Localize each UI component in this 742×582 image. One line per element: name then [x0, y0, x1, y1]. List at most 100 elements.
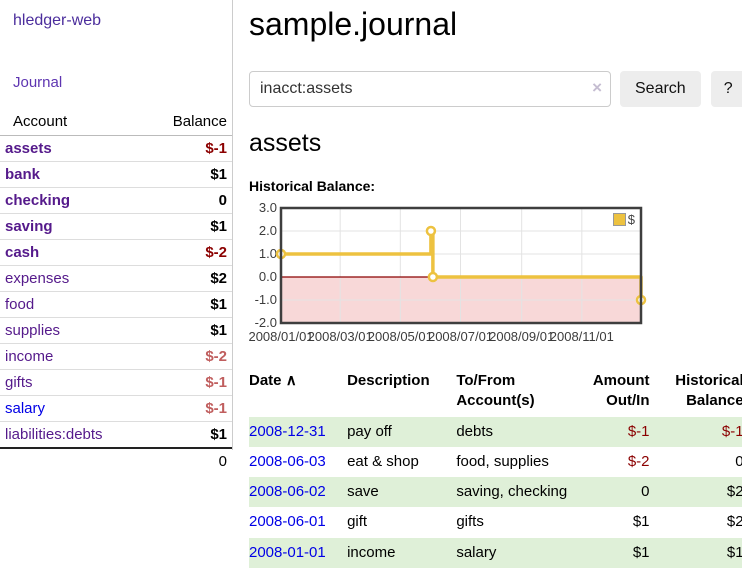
account-balance: $1	[138, 213, 232, 240]
account-row: income $-2	[0, 343, 232, 370]
account-link-saving[interactable]: saving	[5, 218, 53, 235]
account-link-assets[interactable]: assets	[5, 140, 52, 157]
transaction-amount: $-1	[627, 422, 650, 440]
accounts-table: Account Balance assets $-1 bank $1 check…	[0, 109, 232, 474]
transaction-accounts: salary	[456, 543, 497, 561]
x-axis-tick-label: 2008/03/01	[307, 329, 373, 344]
transaction-date-link[interactable]: 2008-06-03	[249, 452, 326, 470]
y-axis-tick-label: 2.0	[258, 223, 277, 238]
page-title: sample.journal	[249, 6, 458, 42]
account-row: assets $-1	[0, 135, 232, 162]
y-axis-tick-label: 3.0	[258, 200, 277, 215]
register-header-date[interactable]: Date ∧	[249, 372, 297, 389]
register-table: Date ∧ Description To/From Account(s) Am…	[249, 366, 742, 568]
account-balance: $1	[138, 317, 232, 344]
sort-ascending-icon: ∧	[285, 372, 297, 389]
register-header-balance: Historical Balance	[675, 372, 742, 410]
register-header-accounts: To/From Account(s)	[456, 372, 535, 410]
x-axis-tick-label: 2008/09/01	[489, 329, 555, 344]
account-row: cash $-2	[0, 239, 232, 266]
register-header-description: Description	[347, 372, 430, 389]
account-link-bank[interactable]: bank	[5, 166, 41, 183]
account-balance: $2	[138, 265, 232, 292]
transaction-balance: $-1	[721, 422, 742, 440]
accounts-header-account: Account	[0, 109, 139, 136]
app-brand-link[interactable]: hledger-web	[13, 12, 102, 29]
transaction-description: gift	[347, 513, 368, 531]
chart-legend: $	[610, 211, 637, 228]
accounts-header-balance: Balance	[138, 109, 232, 136]
account-link-cash[interactable]: cash	[5, 244, 40, 261]
transaction-accounts: saving, checking	[456, 483, 568, 500]
transaction-date-link[interactable]: 2008-06-02	[249, 483, 326, 500]
y-axis-tick-label: 0.0	[258, 269, 277, 284]
account-link-salary[interactable]: salary	[5, 400, 46, 417]
transaction-description: income	[347, 543, 396, 561]
account-balance: $1	[138, 421, 232, 448]
transaction-description: pay off	[347, 422, 392, 440]
transaction-amount: $-2	[627, 452, 650, 470]
search-bar: × Search ?	[249, 71, 742, 107]
account-row: liabilities:debts $1	[0, 421, 232, 448]
account-link-income[interactable]: income	[5, 348, 54, 365]
x-axis-tick-label: 2008/01/01	[248, 329, 314, 344]
account-balance: $-1	[138, 395, 232, 422]
account-link-liabilities-debts[interactable]: liabilities:debts	[5, 426, 103, 443]
help-button[interactable]: ?	[710, 71, 742, 107]
account-row: expenses $2	[0, 265, 232, 292]
transaction-date-link[interactable]: 2008-01-01	[249, 543, 326, 561]
chart-canvas	[275, 206, 647, 325]
account-row: gifts $-1	[0, 369, 232, 396]
account-balance: $1	[138, 161, 232, 188]
account-balance: $-2	[138, 239, 232, 266]
account-link-checking[interactable]: checking	[5, 192, 71, 209]
y-axis-tick-label: -2.0	[254, 315, 277, 330]
transaction-amount: $1	[632, 513, 650, 531]
register-row: 2008-12-31 pay off debts $-1 $-1	[249, 416, 742, 447]
accounts-total-row: 0	[0, 447, 232, 474]
account-row: food $1	[0, 291, 232, 318]
y-axis-tick-label: -1.0	[254, 292, 277, 307]
account-balance: 0	[138, 187, 232, 214]
account-heading: assets	[249, 129, 322, 157]
legend-label: $	[627, 212, 635, 227]
register-row: 2008-06-01 gift gifts $1 $2	[249, 507, 742, 537]
account-row: saving $1	[0, 213, 232, 240]
transaction-balance: 0	[735, 452, 742, 470]
transaction-balance: $2	[726, 483, 742, 500]
search-input[interactable]	[249, 71, 611, 107]
account-balance: $-1	[138, 135, 232, 162]
account-link-supplies[interactable]: supplies	[5, 322, 61, 339]
x-axis-tick-label: 2008/05/01	[367, 329, 433, 344]
register-header-row: Date ∧ Description To/From Account(s) Am…	[249, 366, 742, 417]
account-link-gifts[interactable]: gifts	[5, 374, 33, 391]
transaction-accounts: gifts	[456, 513, 484, 531]
transaction-date-link[interactable]: 2008-12-31	[249, 422, 326, 440]
x-axis-tick-label: 2008/11/01	[549, 329, 614, 344]
transaction-date-link[interactable]: 2008-06-01	[249, 513, 326, 531]
legend-swatch-icon	[612, 213, 626, 226]
account-balance: $-2	[138, 343, 232, 370]
transaction-accounts: food, supplies	[456, 452, 549, 470]
page: hledger-web Journal Account Balance asse…	[0, 0, 742, 568]
transaction-amount: 0	[641, 483, 650, 500]
register-row: 2008-01-01 income salary $1 $1	[249, 537, 742, 568]
clear-search-icon[interactable]: ×	[592, 78, 602, 97]
transaction-balance: $2	[726, 513, 742, 531]
register-row: 2008-06-03 eat & shop food, supplies $-2…	[249, 447, 742, 477]
transaction-description: save	[347, 483, 379, 500]
search-button[interactable]: Search	[620, 71, 701, 107]
account-row: supplies $1	[0, 317, 232, 344]
account-balance: $1	[138, 291, 232, 318]
transaction-amount: $1	[632, 543, 650, 561]
sidebar-item-journal[interactable]: Journal	[13, 74, 63, 91]
accounts-total-value: 0	[138, 447, 232, 474]
plot-area: $	[275, 206, 647, 325]
account-link-food[interactable]: food	[5, 296, 35, 313]
chart-heading: Historical Balance:	[249, 178, 376, 194]
account-row: checking 0	[0, 187, 232, 214]
main-content: sample.journal × Search ? assets Histori…	[233, 0, 742, 568]
account-link-expenses[interactable]: expenses	[5, 270, 70, 287]
historical-balance-chart: 3.0 2.0 1.0 0.0 -1.0 -2.0 $ 2008/01/01 2008/03…	[248, 200, 669, 354]
y-axis-tick-label: 1.0	[258, 246, 277, 261]
